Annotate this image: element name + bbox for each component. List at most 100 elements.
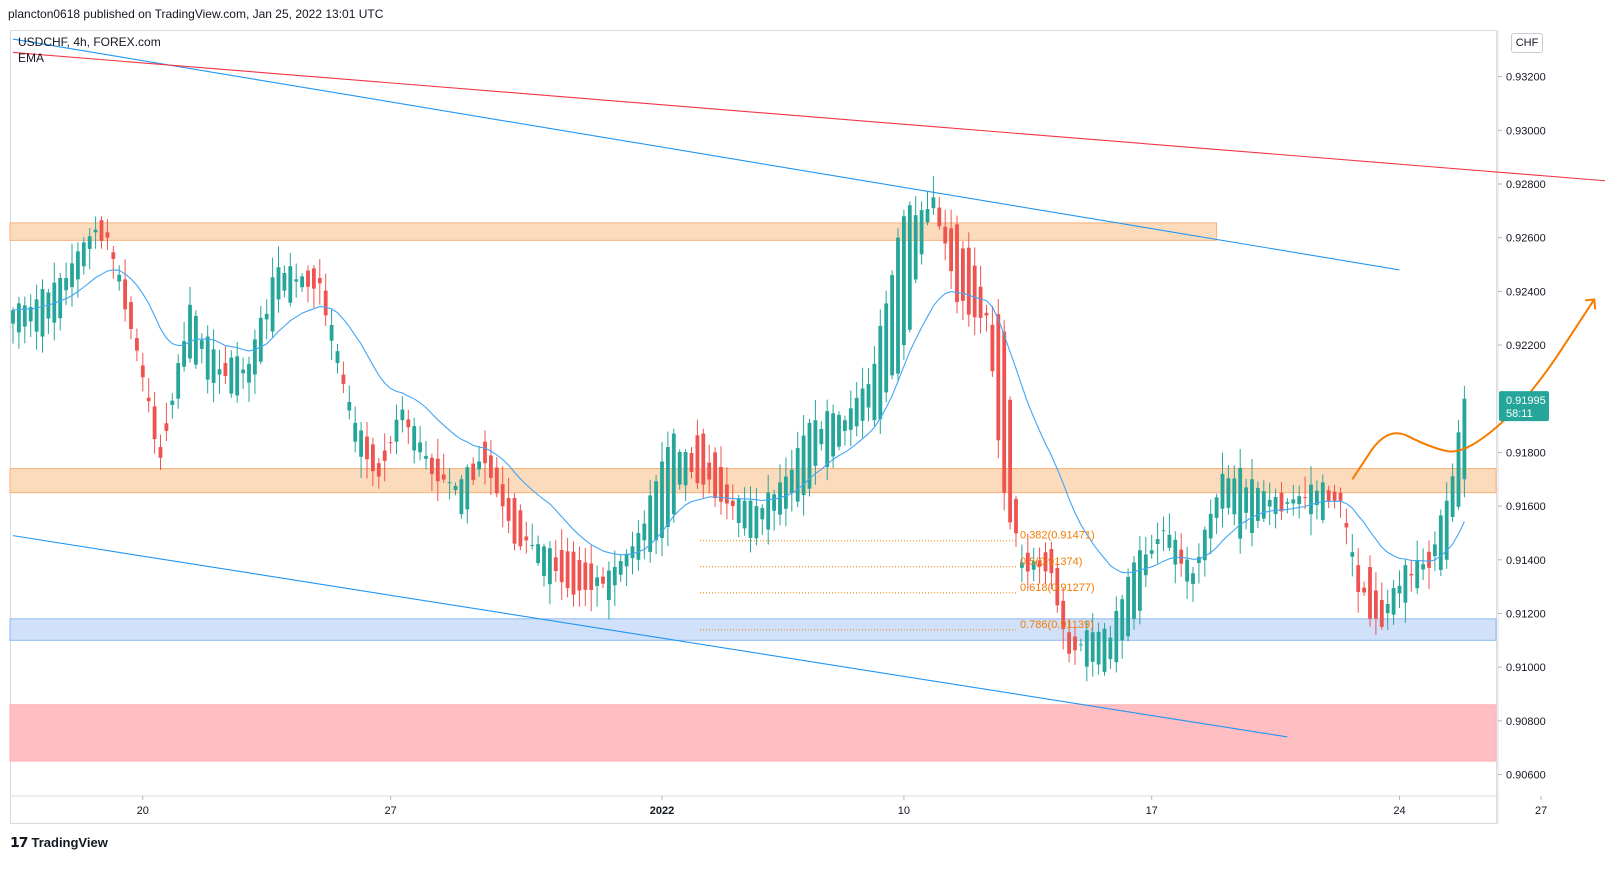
candle-body[interactable] [494,467,499,494]
candle-body[interactable] [241,369,245,374]
candle-body[interactable] [1397,585,1402,594]
candle-body[interactable] [1096,631,1101,665]
candle-body[interactable] [624,553,629,567]
zone-red[interactable] [9,704,1497,762]
candle-body[interactable] [577,559,582,591]
candle-body[interactable] [1008,399,1012,523]
candle-body[interactable] [512,498,517,544]
candle-body[interactable] [1049,549,1054,574]
candle-body[interactable] [1055,568,1060,606]
candle-body[interactable] [1385,604,1390,614]
candle-body[interactable] [831,413,835,457]
candle-body[interactable] [530,544,535,546]
candle-body[interactable] [707,462,712,480]
candle-body[interactable] [253,339,257,375]
candle-body[interactable] [353,422,358,442]
candle-body[interactable] [211,349,216,384]
candle-body[interactable] [1403,565,1408,603]
candle-body[interactable] [135,338,139,351]
candle-body[interactable] [571,551,576,595]
candle-body[interactable] [1379,600,1384,627]
trendline-blue[interactable] [12,535,1288,738]
candle-body[interactable] [400,409,405,421]
candle-body[interactable] [1273,497,1278,515]
candle-body[interactable] [447,482,452,484]
zone-orange[interactable] [9,468,1497,494]
candle-body[interactable] [1014,498,1018,534]
candle-body[interactable] [860,388,865,421]
candle-body[interactable] [329,324,334,341]
candle-body[interactable] [1031,561,1036,570]
candle-body[interactable] [1214,497,1219,518]
candle-body[interactable] [300,276,304,288]
candle-body[interactable] [105,232,110,238]
zone-blue[interactable] [9,618,1497,641]
currency-badge[interactable]: CHF [1511,33,1543,53]
candle-body[interactable] [736,498,741,524]
candle-body[interactable] [1067,632,1071,654]
candle-body[interactable] [347,401,352,411]
candle-body[interactable] [388,442,393,444]
candle-body[interactable] [371,444,375,472]
candle-body[interactable] [553,557,558,572]
candle-body[interactable] [1462,398,1467,480]
candle-body[interactable] [1438,515,1443,570]
candle-body[interactable] [565,551,570,589]
candle-body[interactable] [902,216,906,346]
candle-body[interactable] [754,506,759,539]
candle-body[interactable] [654,481,658,541]
candle-body[interactable] [1167,534,1172,548]
candle-body[interactable] [813,420,818,466]
candle-body[interactable] [766,492,771,530]
candle-body[interactable] [229,357,234,394]
candle-body[interactable] [223,363,228,377]
candle-body[interactable] [258,317,263,362]
candle-body[interactable] [683,452,688,486]
candle-body[interactable] [913,215,918,280]
candle-body[interactable] [489,455,493,478]
last-price-badge[interactable] [1499,391,1549,422]
candle-body[interactable] [1232,478,1237,515]
candle-body[interactable] [158,447,163,458]
candle-body[interactable] [789,469,794,493]
candle-body[interactable] [1409,573,1414,576]
candle-body[interactable] [1208,513,1213,539]
candle-body[interactable] [22,305,27,327]
candle-body[interactable] [1303,497,1307,499]
candle-body[interactable] [961,248,965,301]
candle-body[interactable] [966,247,971,315]
candle-body[interactable] [890,275,894,376]
candle-body[interactable] [111,252,116,259]
candle-body[interactable] [34,299,39,332]
candle-body[interactable] [465,467,470,510]
candle-body[interactable] [955,224,959,303]
candle-body[interactable] [601,576,605,584]
candle-body[interactable] [1456,432,1461,507]
candle-body[interactable] [276,267,281,300]
candle-body[interactable] [471,463,476,480]
candle-body[interactable] [943,226,948,244]
candle-body[interactable] [1185,559,1189,582]
candle-body[interactable] [595,577,599,586]
candle-body[interactable] [247,363,251,383]
candle-body[interactable] [1102,628,1107,673]
candle-body[interactable] [365,436,369,460]
candle-body[interactable] [701,433,706,485]
candle-body[interactable] [1143,554,1148,576]
symbol-label[interactable]: USDCHF, 4h, FOREX.com [18,35,161,49]
candle-body[interactable] [1179,549,1184,564]
candle-body[interactable] [182,341,186,367]
candle-body[interactable] [1043,552,1048,572]
candle-body[interactable] [1332,491,1337,501]
candle-body[interactable] [1025,552,1030,572]
candle-body[interactable] [117,274,122,282]
candle-body[interactable] [11,310,15,324]
candle-body[interactable] [99,220,104,241]
candle-body[interactable] [866,384,871,408]
candle-body[interactable] [1315,490,1319,506]
candle-body[interactable] [1149,550,1154,554]
candle-body[interactable] [199,340,204,349]
candle-body[interactable] [1433,544,1437,557]
candle-body[interactable] [1244,487,1248,513]
candle-body[interactable] [40,289,45,337]
